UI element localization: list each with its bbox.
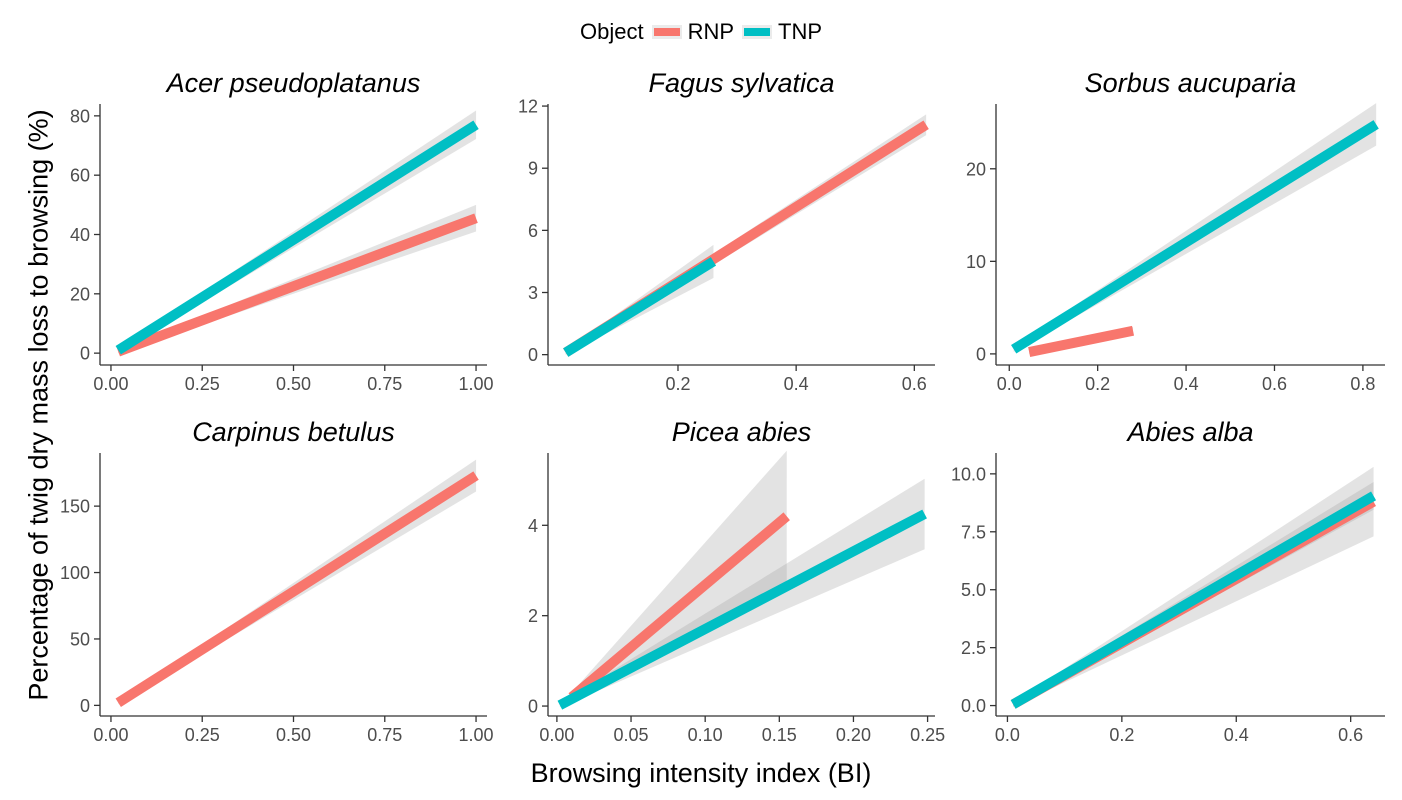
x-tick-label: 0.15 <box>762 725 797 745</box>
x-tick-label: 0.00 <box>539 725 574 745</box>
x-tick-label: 0.2 <box>1085 374 1110 394</box>
y-tick-label: 0 <box>976 344 986 364</box>
y-tick-label: 9 <box>528 159 538 179</box>
x-tick-label: 0.05 <box>614 725 649 745</box>
panel-title: Acer pseudoplatanus <box>165 68 421 98</box>
x-tick-label: 0.75 <box>367 725 402 745</box>
x-tick-label: 1.00 <box>459 725 494 745</box>
series-line-tnp <box>1011 120 1379 354</box>
x-tick-label: 0.6 <box>1338 725 1363 745</box>
y-tick-label: 10.0 <box>951 464 986 484</box>
ci-ribbon-rnp <box>571 450 787 702</box>
panel-title: Carpinus betulus <box>192 417 395 447</box>
y-tick-label: 2 <box>528 606 538 626</box>
legend-label-rnp: RNP <box>687 19 735 44</box>
x-tick-label: 1.00 <box>459 374 494 394</box>
y-tick-label: 100 <box>60 563 90 583</box>
legend: Object RNP TNP <box>0 14 1402 50</box>
x-tick-label: 0.0 <box>997 374 1022 394</box>
x-tick-label: 0.25 <box>185 374 220 394</box>
panel-title: Picea abies <box>672 417 812 447</box>
y-tick-label: 40 <box>70 225 90 245</box>
y-tick-label: 2.5 <box>961 638 986 658</box>
x-tick-label: 0.75 <box>367 374 402 394</box>
y-tick-label: 4 <box>528 516 538 536</box>
legend-item-tnp: TNP <box>742 19 822 45</box>
y-tick-label: 0.0 <box>961 696 986 716</box>
legend-label-tnp: TNP <box>778 19 823 44</box>
x-tick-label: 0.0 <box>995 725 1020 745</box>
x-tick-label: 0.20 <box>836 725 871 745</box>
y-tick-label: 0 <box>80 344 90 364</box>
y-tick-label: 20 <box>966 159 986 179</box>
panel-title: Sorbus aucuparia <box>1085 68 1297 98</box>
x-tick-label: 0.25 <box>910 725 945 745</box>
x-tick-label: 0.4 <box>1224 725 1249 745</box>
x-tick-label: 0.2 <box>1109 725 1134 745</box>
series-line-tnp <box>115 120 479 355</box>
y-tick-label: 0 <box>528 345 538 365</box>
series-line-rnp <box>115 471 479 707</box>
legend-title: Object <box>579 19 644 44</box>
x-tick-label: 0.10 <box>688 725 723 745</box>
panel-abies-alba: Abies alba 0.0 2.5 5.0 7.5 10.0 0.0 0.2 0.4 0.6 <box>951 417 1385 745</box>
x-tick-label: 0.4 <box>1174 374 1199 394</box>
y-tick-label: 10 <box>966 252 986 272</box>
ci-ribbon-tnp <box>559 478 925 708</box>
y-tick-label: 80 <box>70 106 90 126</box>
series-line-tnp <box>563 257 717 357</box>
y-tick-label: 6 <box>528 221 538 241</box>
x-tick-label: 0.25 <box>185 725 220 745</box>
x-tick-label: 0.50 <box>276 725 311 745</box>
y-tick-label: 5.0 <box>961 580 986 600</box>
y-tick-label: 3 <box>528 283 538 303</box>
x-tick-label: 0.00 <box>93 374 128 394</box>
legend-item-rnp: RNP <box>651 19 735 45</box>
panel-title: Fagus sylvatica <box>648 68 834 98</box>
series-line-tnp <box>1010 491 1377 709</box>
y-tick-label: 7.5 <box>961 522 986 542</box>
panel-picea-abies: Picea abies 0 2 4 0.00 0.05 0.10 0.15 0.20 0.25 <box>528 417 945 745</box>
panel-title: Abies alba <box>1125 417 1253 447</box>
series-line-rnp <box>116 213 478 357</box>
panel-acer-pseudoplatanus: Acer pseudoplatanus 0 20 40 60 80 0.00 0.25 0.50… <box>70 68 494 394</box>
x-tick-label: 0.6 <box>902 374 927 394</box>
x-tick-label: 0.2 <box>665 374 690 394</box>
legend-key-rnp <box>651 25 682 39</box>
y-tick-label: 60 <box>70 166 90 186</box>
y-tick-label: 0 <box>528 697 538 717</box>
y-axis-label: Percentage of twig dry mass loss to brow… <box>23 109 54 701</box>
x-tick-label: 0.8 <box>1350 374 1375 394</box>
series-line-rnp <box>568 512 790 701</box>
panel-carpinus-betulus: Carpinus betulus 0 50 100 150 0.00 0.25 0.50 0.7… <box>60 417 494 745</box>
y-tick-label: 0 <box>80 696 90 716</box>
y-tick-label: 50 <box>70 629 90 649</box>
y-tick-label: 20 <box>70 284 90 304</box>
x-tick-label: 0.50 <box>276 374 311 394</box>
x-tick-label: 0.4 <box>784 374 809 394</box>
x-tick-label: 0.6 <box>1262 374 1287 394</box>
y-tick-label: 150 <box>60 497 90 517</box>
x-tick-label: 0.00 <box>93 725 128 745</box>
panel-sorbus-aucuparia: Sorbus aucuparia 0 10 20 0.0 0.2 0.4 0.6 0.8 <box>966 68 1385 394</box>
x-axis-label: Browsing intensity index (BI) <box>530 758 872 788</box>
panel-fagus-sylvatica: Fagus sylvatica 0 3 6 9 12 0.2 0.4 0.6 <box>518 68 935 394</box>
series-line-tnp <box>557 509 927 710</box>
legend-key-tnp <box>742 25 773 39</box>
y-tick-label: 12 <box>518 97 538 117</box>
series-line-rnp <box>1028 325 1135 357</box>
